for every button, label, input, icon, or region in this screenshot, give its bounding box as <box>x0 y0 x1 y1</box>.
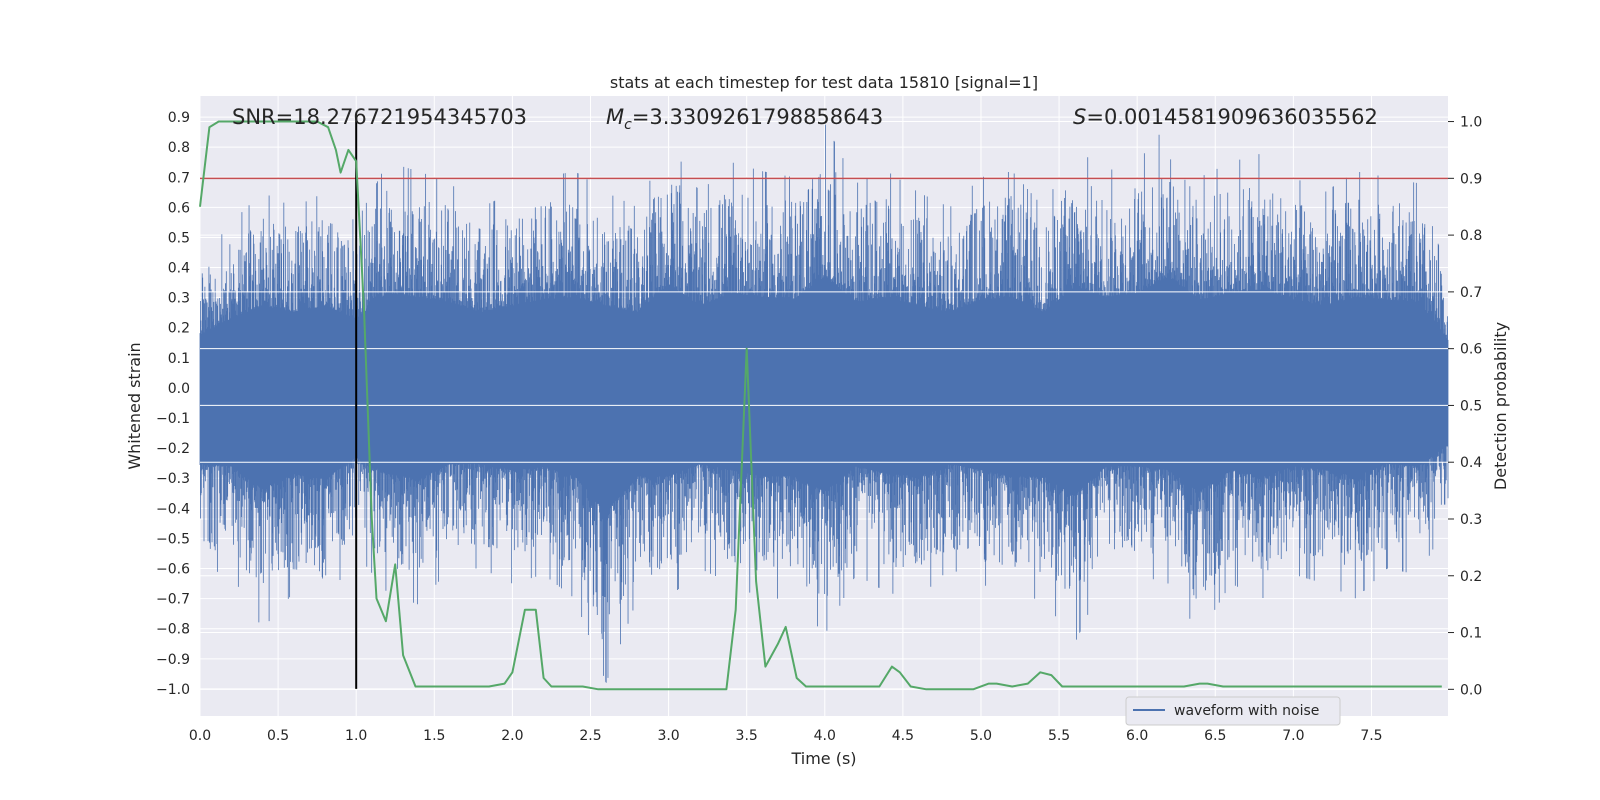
y2-tick-label: 0.8 <box>1460 228 1482 244</box>
y-tick-label: −1.0 <box>156 682 190 698</box>
snr-annotation: SNR=18.276721954345703 <box>232 105 527 129</box>
x-tick-label: 2.5 <box>579 728 601 744</box>
y-tick-label: −0.9 <box>156 652 190 668</box>
chart-title: stats at each timestep for test data 158… <box>610 73 1038 92</box>
y-tick-label: 0.0 <box>168 381 190 397</box>
y-tick-label: 0.8 <box>168 140 190 156</box>
s-symbol: S <box>1073 105 1086 129</box>
overlay-layer <box>200 117 1448 689</box>
y2-tick-label: 0.2 <box>1460 569 1482 585</box>
y-tick-label: 0.9 <box>168 110 190 126</box>
x-tick-label: 5.5 <box>1048 728 1070 744</box>
x-tick-label: 1.0 <box>345 728 367 744</box>
y-tick-label: 0.2 <box>168 321 190 337</box>
y-tick-label: 0.4 <box>168 261 190 277</box>
probability-layer <box>199 120 1442 691</box>
x-tick-label: 5.0 <box>970 728 992 744</box>
y2-tick-label: 0.7 <box>1460 285 1482 301</box>
y2-tick-label: 0.4 <box>1460 455 1482 471</box>
y-tick-label: −0.8 <box>156 622 190 638</box>
y2-tick-label: 1.0 <box>1460 115 1482 131</box>
y-tick-label: 0.7 <box>168 170 190 186</box>
x-tick-label: 0.0 <box>189 728 211 744</box>
y-tick-label: 0.5 <box>168 230 190 246</box>
y-tick-label: −0.4 <box>156 501 190 517</box>
chirp-mass-value: =3.3309261798858643 <box>632 105 883 129</box>
chirp-mass-subscript: c <box>624 117 632 133</box>
detection-probability-series <box>199 120 1442 691</box>
y-tick-label: 0.6 <box>168 200 190 216</box>
x-tick-label: 3.0 <box>657 728 679 744</box>
waveform-layer <box>199 124 1449 683</box>
tick-layer: 0.0 0.5 1.0 1.5 2.0 2.5 3.0 3.5 4.0 4.5 5.0 5.5 6.0 6… <box>156 110 1482 744</box>
y-tick-label: −0.2 <box>156 441 190 457</box>
x-tick-label: 0.5 <box>267 728 289 744</box>
y-tick-label: 0.3 <box>168 291 190 307</box>
y-tick-label: −0.5 <box>156 531 190 547</box>
y2-tick-label: 0.5 <box>1460 398 1482 414</box>
x-tick-label: 6.0 <box>1126 728 1148 744</box>
s-value: =0.0014581909636035562 <box>1086 105 1378 129</box>
y-tick-label: −0.7 <box>156 592 190 608</box>
y-axis-label: Whitened strain <box>125 342 144 469</box>
x-tick-label: 2.0 <box>501 728 523 744</box>
x-tick-label: 4.5 <box>892 728 914 744</box>
y2-tick-label: 0.0 <box>1460 682 1482 698</box>
x-tick-label: 4.0 <box>814 728 836 744</box>
y2-tick-label: 0.6 <box>1460 342 1482 358</box>
legend-box <box>1125 696 1341 726</box>
y-tick-label: −0.3 <box>156 471 190 487</box>
waveform-series <box>199 124 1449 683</box>
y2-tick-label: 0.9 <box>1460 171 1482 187</box>
s-annotation: S=0.0014581909636035562 <box>1073 105 1378 129</box>
x-tick-label: 1.5 <box>423 728 445 744</box>
chirp-mass-annotation: Mc=3.3309261798858643 <box>606 105 883 133</box>
x-tick-label: 7.0 <box>1282 728 1304 744</box>
y-tick-label: 0.1 <box>168 351 190 367</box>
x-tick-label: 6.5 <box>1204 728 1226 744</box>
legend: waveform with noise <box>1125 696 1341 726</box>
y2-tick-label: 0.3 <box>1460 512 1482 528</box>
y2-tick-label: 0.1 <box>1460 626 1482 642</box>
y2-axis-label: Detection probability <box>1491 322 1510 490</box>
y-tick-label: −0.6 <box>156 562 190 578</box>
y-tick-label: −0.1 <box>156 411 190 427</box>
x-tick-label: 3.5 <box>736 728 758 744</box>
chirp-mass-symbol: M <box>606 105 624 129</box>
x-axis-label: Time (s) <box>790 749 856 768</box>
x-tick-label: 7.5 <box>1360 728 1382 744</box>
legend-label: waveform with noise <box>1174 703 1319 719</box>
